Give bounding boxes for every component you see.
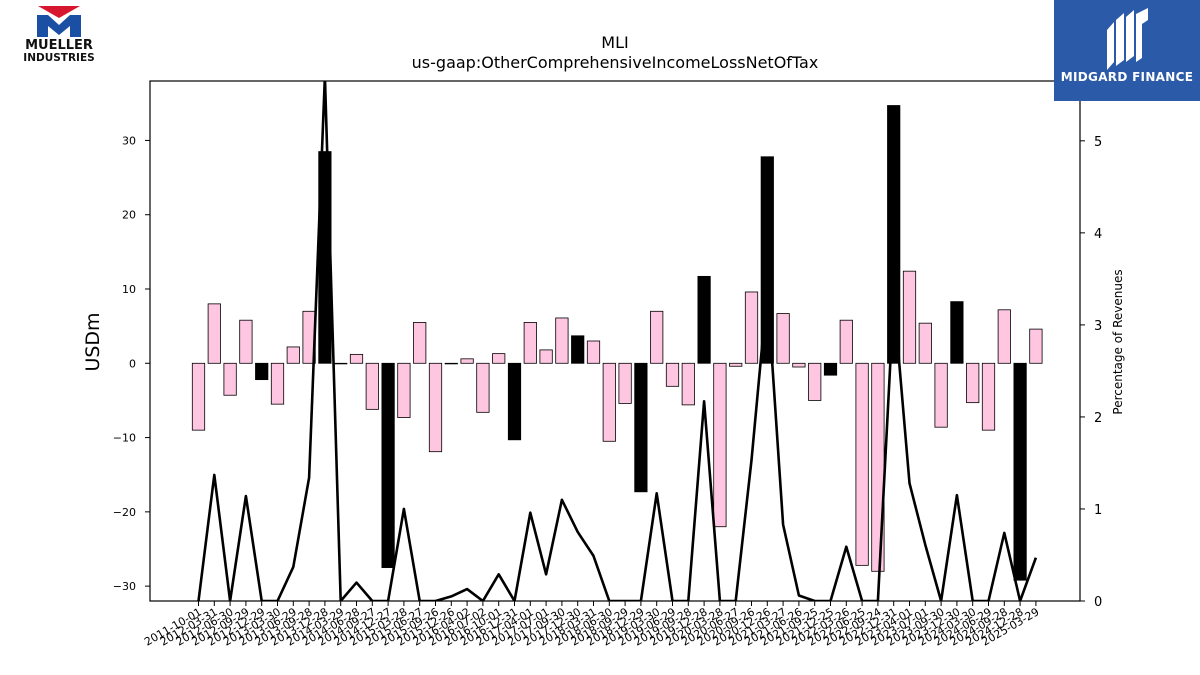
y-tick-label: 30 — [122, 134, 136, 147]
bar-2023-04-01 — [902, 270, 917, 364]
y2-axis-label: Percentage of Revenues — [1111, 269, 1125, 414]
bar-2024-03-30 — [966, 362, 980, 404]
y2-tick-label: 2 — [1094, 411, 1102, 426]
bar-2012-09-29 — [239, 319, 253, 364]
y2-tick-label: 4 — [1094, 227, 1102, 242]
y2-tick-label: 3 — [1094, 319, 1102, 334]
bar-2023-12-30 — [950, 301, 964, 364]
bar-2017-09-30 — [555, 317, 569, 364]
brand-name: MIDGARD FINANCE — [1060, 70, 1194, 84]
bar-2015-12-26 — [444, 362, 458, 365]
bar-2016-10-01 — [492, 353, 506, 364]
company-name: MUELLER INDUSTRIES — [18, 38, 100, 64]
y-tick-label: 20 — [122, 209, 136, 222]
plot-frame — [149, 80, 1081, 602]
bar-2021-09-25 — [808, 362, 822, 401]
bar-2017-12-30 — [571, 335, 585, 364]
bar-2017-07-01 — [539, 349, 553, 364]
midgard-finance-logo: MIDGARD FINANCE — [1054, 0, 1200, 101]
bar-2021-03-27 — [776, 313, 790, 364]
bar-2018-09-29 — [618, 362, 632, 404]
logo-line2: INDUSTRIES — [23, 52, 95, 64]
bar-2019-06-29 — [665, 362, 680, 387]
bar-2020-06-27 — [729, 362, 743, 367]
plot-area: −30−20−1001020300123452011-10-012012-03-… — [113, 80, 1102, 649]
bar-2011-10-01 — [191, 362, 206, 431]
bar-2019-03-30 — [650, 310, 664, 364]
bar-2025-03-29 — [1029, 328, 1043, 364]
bar-2019-09-28 — [681, 362, 695, 406]
bar-2016-04-02 — [460, 358, 474, 364]
y-tick-label: −10 — [113, 432, 136, 445]
bar-2022-03-26 — [839, 319, 853, 364]
bar-2022-06-25 — [855, 362, 869, 566]
bar-2012-12-29 — [255, 362, 269, 381]
y-tick-label: −20 — [113, 506, 136, 519]
bar-2015-09-26 — [428, 362, 443, 453]
bar-2024-12-28 — [1013, 362, 1027, 581]
bar-2013-06-29 — [286, 346, 300, 364]
bar-2014-12-27 — [381, 362, 395, 568]
bar-2022-12-31 — [887, 105, 901, 364]
bar-2016-12-31 — [507, 362, 522, 441]
bar-2018-12-29 — [634, 362, 648, 493]
midgard-emblem-icon — [1107, 8, 1148, 70]
bar-2012-03-31 — [207, 303, 221, 364]
bar-2021-06-26 — [792, 362, 806, 368]
bar-2017-04-01 — [523, 322, 537, 364]
bar-2015-03-28 — [397, 362, 411, 418]
y-tick-label: 10 — [122, 283, 136, 296]
chart-title: MLI — [601, 33, 628, 52]
logo-line1: MUELLER — [25, 38, 93, 53]
y2-tick-label: 0 — [1094, 595, 1102, 610]
bar-2020-09-26 — [744, 291, 759, 364]
bar-2015-06-27 — [413, 322, 427, 364]
bar-2014-03-29 — [334, 362, 348, 365]
bar-2020-03-28 — [713, 362, 727, 528]
y-axis-label: USDm — [82, 312, 104, 371]
mueller-industries-logo: MUELLER INDUSTRIES — [18, 6, 100, 66]
y-tick-label: 0 — [129, 357, 136, 370]
bar-2018-06-30 — [602, 362, 616, 442]
bar-2023-09-30 — [934, 362, 948, 428]
revenue-percentage-line — [197, 81, 1038, 601]
y2-tick-label: 1 — [1094, 503, 1102, 518]
y-tick-label: −30 — [113, 580, 136, 593]
mueller-emblem-icon — [37, 6, 81, 37]
bar-2021-12-25 — [823, 362, 838, 376]
bar-2012-06-30 — [223, 362, 237, 396]
bar-2013-03-30 — [270, 362, 285, 405]
bar-2024-06-29 — [981, 362, 996, 431]
bar-2016-07-02 — [476, 362, 490, 413]
bar-2019-12-28 — [697, 275, 711, 364]
bar-2024-09-28 — [997, 309, 1011, 364]
bar-2023-07-01 — [918, 322, 932, 364]
bar-2014-09-27 — [365, 362, 379, 410]
bar-2018-03-31 — [586, 340, 601, 364]
chart-subtitle: us-gaap:OtherComprehensiveIncomeLossNetO… — [412, 53, 819, 72]
y2-tick-label: 5 — [1094, 135, 1102, 150]
bar-2014-06-28 — [349, 353, 364, 364]
